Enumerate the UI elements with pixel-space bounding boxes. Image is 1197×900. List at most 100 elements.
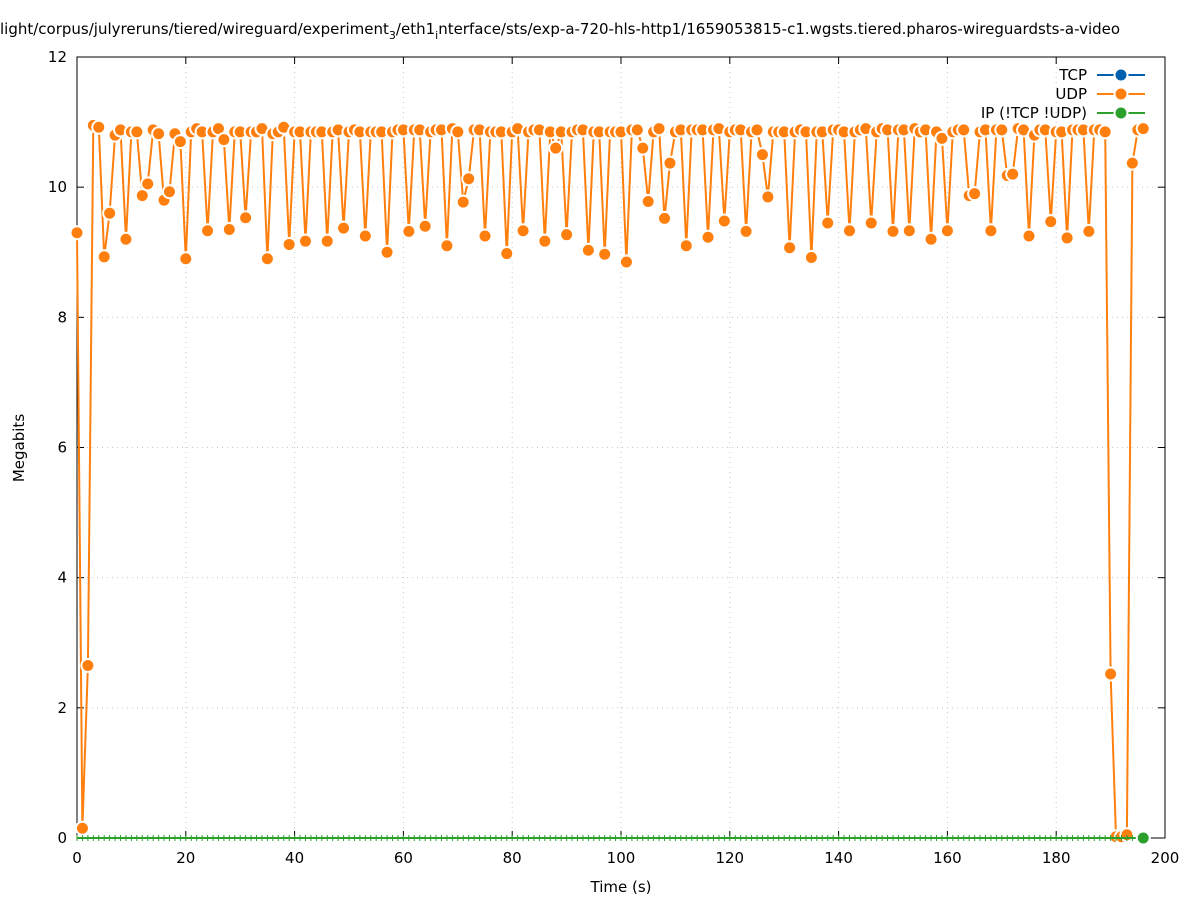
data-point	[760, 189, 776, 205]
data-point	[1005, 166, 1021, 182]
data-point	[901, 223, 917, 239]
legend-marker	[1113, 105, 1129, 121]
data-point	[450, 124, 466, 140]
data-point	[129, 124, 145, 140]
data-point	[754, 147, 770, 163]
data-point	[1021, 228, 1037, 244]
x-tick-label: 140	[824, 849, 853, 867]
x-tick-label: 20	[176, 849, 195, 867]
data-point	[161, 184, 177, 200]
y-tick-label: 0	[57, 829, 67, 847]
data-point	[618, 254, 634, 270]
data-point	[118, 231, 134, 247]
x-tick-label: 100	[607, 849, 636, 867]
data-point	[172, 134, 188, 150]
data-point	[629, 122, 645, 138]
data-point	[91, 119, 107, 135]
data-point	[716, 213, 732, 229]
data-point	[934, 130, 950, 146]
series-udp	[69, 117, 1151, 845]
x-tick-label: 200	[1151, 849, 1180, 867]
y-tick-label: 10	[48, 178, 67, 196]
data-point	[635, 140, 651, 156]
x-tick-label: 80	[503, 849, 522, 867]
data-point	[580, 242, 596, 258]
data-point	[96, 249, 112, 265]
data-point	[140, 176, 156, 192]
series-line	[76, 123, 1144, 838]
data-point	[782, 240, 798, 256]
data-point	[134, 188, 150, 204]
data-point	[548, 140, 564, 156]
data-point	[515, 223, 531, 239]
legend-marker	[1113, 86, 1129, 102]
data-point	[939, 223, 955, 239]
data-point	[1124, 155, 1140, 171]
data-point	[151, 126, 167, 142]
data-point	[651, 121, 667, 137]
legend-entry: TCP	[1058, 66, 1145, 84]
data-point	[69, 225, 85, 241]
data-point	[1135, 830, 1151, 846]
data-point	[461, 171, 477, 187]
data-point	[597, 246, 613, 262]
data-point	[700, 229, 716, 245]
x-axis-label: Time (s)	[590, 878, 652, 896]
data-point	[983, 223, 999, 239]
data-point	[803, 249, 819, 265]
data-point	[923, 231, 939, 247]
data-point	[1081, 223, 1097, 239]
grid	[77, 57, 1165, 838]
data-point	[319, 233, 335, 249]
data-point	[238, 210, 254, 226]
data-point	[477, 228, 493, 244]
data-point	[499, 246, 515, 262]
y-axis-label: Megabits	[10, 414, 28, 482]
data-point	[259, 251, 275, 267]
legend-marker	[1113, 67, 1129, 83]
data-point	[221, 221, 237, 237]
data-point	[967, 186, 983, 202]
data-point	[1097, 124, 1113, 140]
data-point	[994, 122, 1010, 138]
data-point	[178, 251, 194, 267]
data-point	[297, 233, 313, 249]
data-point	[80, 658, 96, 674]
data-point	[749, 122, 765, 138]
data-point	[1043, 214, 1059, 230]
legend-entry: UDP	[1055, 85, 1145, 103]
data-point	[455, 194, 471, 210]
data-point	[559, 227, 575, 243]
y-tick-label: 2	[57, 699, 67, 717]
data-point	[357, 228, 373, 244]
data-point	[439, 238, 455, 254]
x-tick-label: 180	[1042, 849, 1071, 867]
x-tick-label: 40	[285, 849, 304, 867]
series-ip-tcp-udp-	[76, 830, 1151, 846]
data-point	[216, 132, 232, 148]
legend-label: UDP	[1055, 85, 1087, 103]
legend-label: TCP	[1058, 66, 1087, 84]
x-tick-label: 120	[715, 849, 744, 867]
data-point	[841, 223, 857, 239]
y-tick-label: 6	[57, 439, 67, 457]
data-point	[1059, 230, 1075, 246]
chart-title-text: light/corpus/julyreruns/tiered/wireguard…	[0, 20, 1120, 42]
data-point	[102, 205, 118, 221]
data-point	[379, 244, 395, 260]
y-tick-label: 8	[57, 308, 67, 326]
data-point	[738, 223, 754, 239]
data-point	[885, 223, 901, 239]
x-tick-label: 60	[394, 849, 413, 867]
data-point	[1135, 121, 1151, 137]
x-tick-label: 160	[933, 849, 962, 867]
data-point	[657, 210, 673, 226]
legend-entry: IP (!TCP !UDP)	[981, 104, 1145, 122]
data-point	[820, 215, 836, 231]
data-point	[956, 122, 972, 138]
y-tick-label: 12	[48, 48, 67, 66]
data-point	[662, 155, 678, 171]
data-point	[401, 223, 417, 239]
